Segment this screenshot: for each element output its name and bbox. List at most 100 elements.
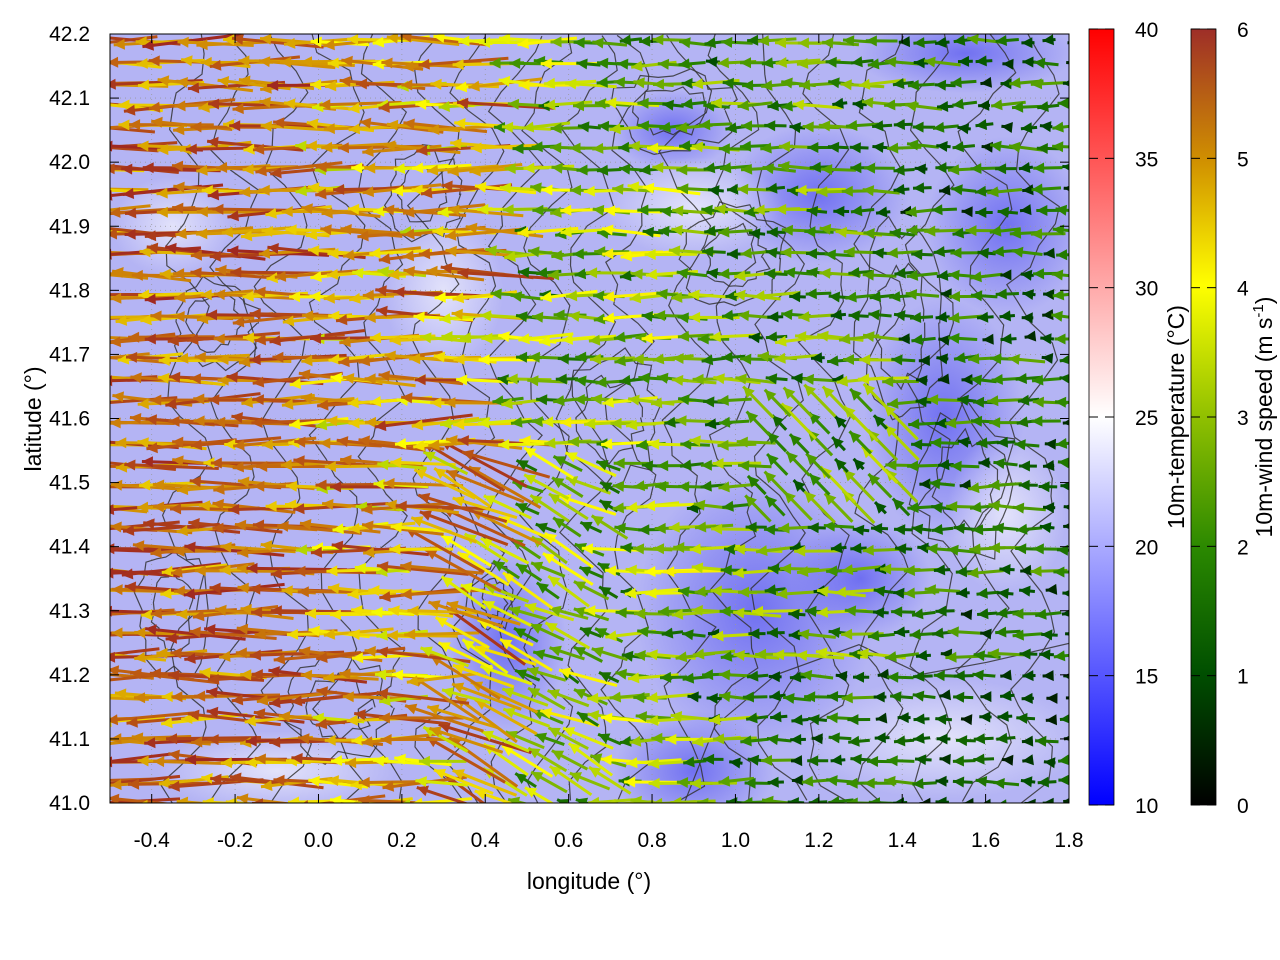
wind-arrow-head xyxy=(787,185,799,197)
wind-arrow xyxy=(369,247,433,259)
wind-arrow xyxy=(828,732,852,744)
wind-arrow-head xyxy=(646,649,658,661)
wind-arrow-head xyxy=(635,711,647,723)
wind-arrow-head xyxy=(148,101,161,113)
wind-arrow xyxy=(748,332,763,344)
wind-arrow-head xyxy=(121,568,134,580)
wind-arrow xyxy=(955,735,976,747)
wind-arrow-head xyxy=(911,523,924,535)
wind-arrow-head xyxy=(654,522,666,534)
wind-arrow-shaft xyxy=(446,601,521,626)
wind-arrow-head xyxy=(905,206,917,218)
wind-arrow-head xyxy=(134,627,146,639)
wind-arrow-shaft xyxy=(122,183,224,196)
wind-arrow-head xyxy=(114,688,127,700)
wind-arrow-head xyxy=(850,542,862,554)
wind-arrow-head xyxy=(563,727,576,738)
wind-arrow-shaft xyxy=(429,726,504,754)
wind-arrow-head xyxy=(933,670,945,682)
wind-arrow xyxy=(657,606,692,617)
wind-arrow-shaft xyxy=(122,522,220,533)
wind-arrow-head xyxy=(165,398,177,410)
wind-arrow-shaft xyxy=(221,226,294,235)
wind-arrow-shaft xyxy=(403,268,485,282)
wind-arrow-head xyxy=(577,712,590,723)
wind-arrow-head xyxy=(1019,648,1031,660)
wind-arrow xyxy=(395,500,490,512)
wind-arrow-head xyxy=(542,416,554,428)
wind-arrow xyxy=(931,502,954,514)
wind-arrow xyxy=(642,226,664,238)
wind-arrow-head xyxy=(176,525,188,537)
wind-arrow-head xyxy=(753,204,765,216)
wind-arrow-head xyxy=(517,226,529,238)
wind-arrow-head xyxy=(1012,502,1025,514)
wind-arrow xyxy=(187,331,281,345)
wind-arrow xyxy=(848,310,869,322)
wind-arrow-head xyxy=(185,754,197,766)
wind-arrow-head xyxy=(850,753,862,765)
wind-arrow-head xyxy=(817,330,829,342)
wind-arrow-head xyxy=(201,185,213,197)
wind-arrow-head xyxy=(244,715,256,727)
wind-arrow-head xyxy=(1065,696,1069,700)
wind-arrow xyxy=(830,754,846,766)
wind-arrow-head xyxy=(434,768,447,780)
wind-arrow xyxy=(1043,247,1055,259)
wind-arrow xyxy=(763,388,792,418)
wind-arrow-head xyxy=(672,205,684,217)
wind-arrow xyxy=(221,226,294,238)
wind-arrow xyxy=(893,310,914,322)
wind-arrow-head xyxy=(991,374,1003,385)
wind-arrow-head xyxy=(288,437,300,449)
wind-arrow-head xyxy=(144,293,156,305)
wind-arrow-shaft xyxy=(419,510,509,547)
wind-arrow-head xyxy=(973,733,986,745)
wind-arrow xyxy=(411,162,472,174)
wind-arrow-head xyxy=(642,226,654,238)
wind-arrow-head xyxy=(970,163,982,174)
wind-arrow-head xyxy=(202,797,214,803)
wind-arrow-head xyxy=(619,270,632,282)
wind-arrow-head xyxy=(968,353,980,365)
wind-arrow-head xyxy=(480,538,494,549)
wind-arrow xyxy=(983,798,991,803)
wind-arrow xyxy=(805,452,831,479)
wind-arrow-head xyxy=(232,316,245,328)
wind-arrow-head xyxy=(1022,670,1034,682)
wind-arrow-head xyxy=(889,291,901,302)
wind-arrow-head xyxy=(343,249,355,261)
wind-arrow xyxy=(740,735,769,747)
wind-arrow-head xyxy=(438,101,450,112)
warm-area xyxy=(803,678,1069,799)
wind-arrow-head xyxy=(637,626,649,638)
wind-arrow-head xyxy=(737,310,750,322)
wind-arrow-head xyxy=(498,331,510,343)
wind-arrow-head xyxy=(1057,457,1069,469)
wind-arrow-head xyxy=(903,565,915,576)
wind-arrow-head xyxy=(75,183,86,194)
wind-arrow-head xyxy=(516,351,528,363)
wind-arrow-head xyxy=(515,773,528,784)
wind-arrow-head xyxy=(946,501,958,513)
wind-arrow-head xyxy=(238,75,251,87)
wind-arrow-head xyxy=(632,543,645,555)
wind-arrow xyxy=(351,652,413,664)
wind-arrow-head xyxy=(281,585,293,597)
wind-arrow-head xyxy=(613,331,626,343)
wind-arrow xyxy=(110,751,179,763)
wind-arrow xyxy=(1040,333,1055,345)
wind-arrow-head xyxy=(561,334,573,345)
wind-arrow xyxy=(556,798,570,803)
wind-arrow-head xyxy=(827,355,839,367)
wind-arrow xyxy=(975,207,993,218)
wind-arrow-head xyxy=(633,480,645,492)
wind-arrow-head xyxy=(969,543,981,555)
wind-arrow-head xyxy=(733,649,745,661)
wind-arrow-head xyxy=(789,671,802,683)
wind-arrow xyxy=(411,797,473,803)
wind-arrow xyxy=(745,712,769,724)
wind-arrow xyxy=(331,540,429,557)
wind-arrow-head xyxy=(185,143,197,155)
wind-arrow xyxy=(962,797,974,803)
